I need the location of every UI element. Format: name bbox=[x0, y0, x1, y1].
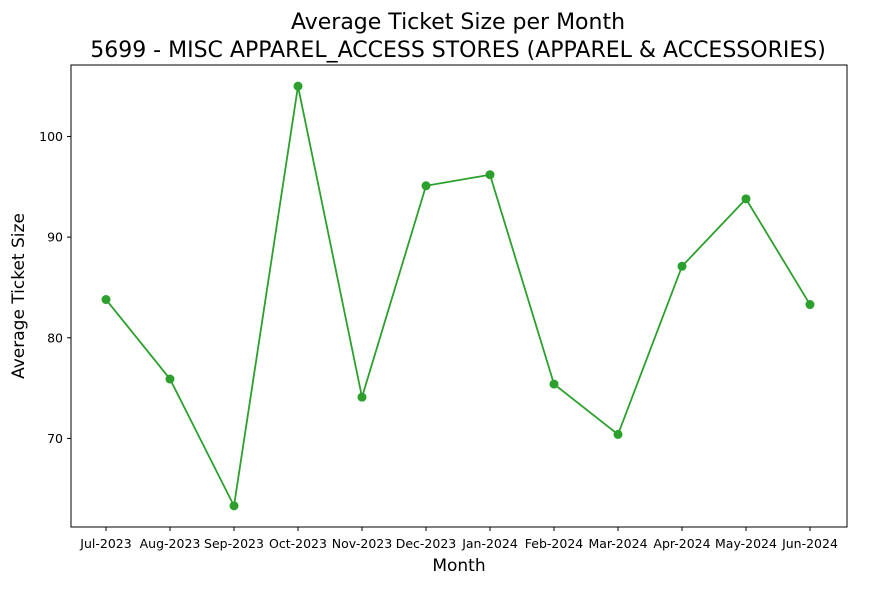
data-point bbox=[485, 170, 495, 180]
y-tick-label: 90 bbox=[47, 230, 63, 245]
x-axis-ticks: Jul-2023 Aug-2023 Sep-2023 Oct-2023 Nov-2023… bbox=[79, 527, 838, 551]
data-point bbox=[165, 374, 175, 384]
x-tick-label: Sep-2023 bbox=[204, 536, 264, 551]
y-axis-label: Average Ticket Size bbox=[9, 213, 29, 379]
chart-title: Average Ticket Size per Month bbox=[291, 10, 625, 35]
data-point bbox=[357, 392, 367, 402]
x-tick-label: Dec-2023 bbox=[396, 536, 457, 551]
y-tick-label: 100 bbox=[39, 129, 63, 144]
data-point bbox=[805, 300, 815, 310]
series-layer bbox=[101, 81, 815, 511]
x-tick-label: Apr-2024 bbox=[653, 536, 710, 551]
x-tick-label: Nov-2023 bbox=[332, 536, 392, 551]
x-tick-label: Oct-2023 bbox=[269, 536, 327, 551]
plot-area-frame bbox=[70, 64, 848, 528]
data-point bbox=[229, 501, 239, 511]
data-point bbox=[677, 261, 687, 271]
data-point bbox=[613, 429, 623, 439]
x-axis-label: Month bbox=[432, 556, 485, 576]
x-tick-label: Aug-2023 bbox=[140, 536, 201, 551]
x-tick-label: May-2024 bbox=[715, 536, 777, 551]
data-point bbox=[293, 81, 303, 91]
x-tick-label: Jan-2024 bbox=[461, 536, 518, 551]
chart-subtitle: 5699 - MISC APPAREL_ACCESS STORES (APPAR… bbox=[90, 38, 826, 63]
data-point bbox=[741, 194, 751, 204]
data-point bbox=[101, 295, 111, 305]
y-tick-label: 80 bbox=[47, 330, 63, 345]
y-axis-ticks: 70 80 90 100 bbox=[39, 129, 71, 446]
data-point bbox=[549, 379, 559, 389]
x-tick-label: Jun-2024 bbox=[781, 536, 838, 551]
y-tick-label: 70 bbox=[47, 431, 63, 446]
series-line bbox=[105, 85, 811, 509]
x-tick-label: Mar-2024 bbox=[588, 536, 647, 551]
x-tick-label: Jul-2023 bbox=[79, 536, 131, 551]
data-point bbox=[421, 181, 431, 191]
x-tick-label: Feb-2024 bbox=[525, 536, 584, 551]
